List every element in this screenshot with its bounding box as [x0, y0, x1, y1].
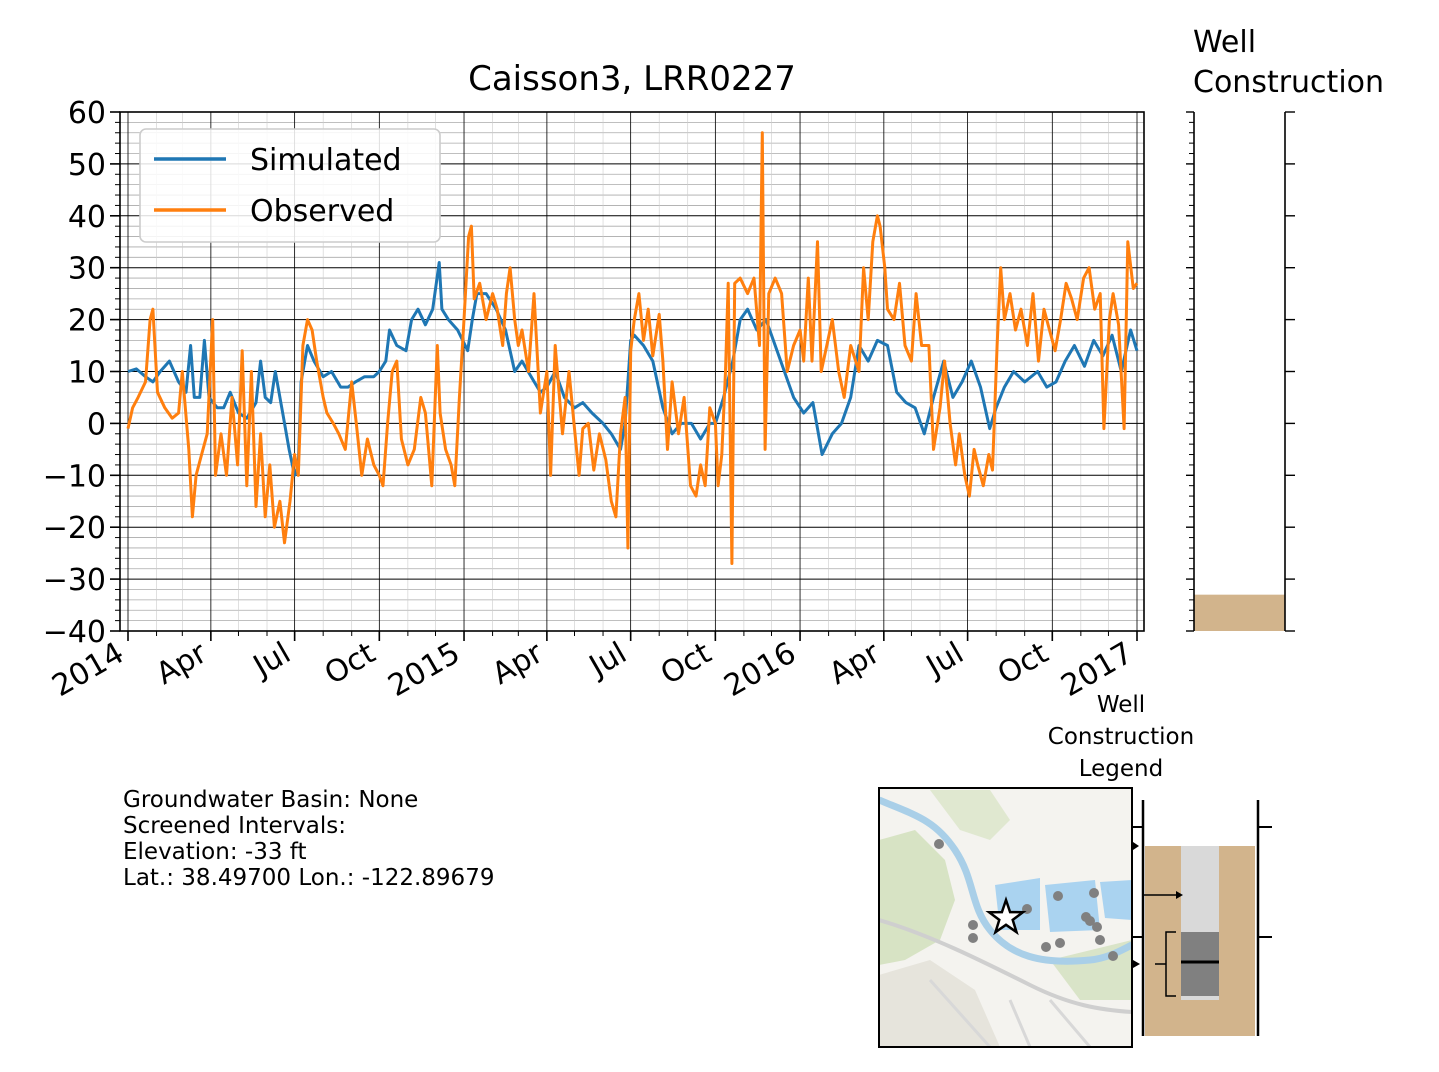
hydrograph-chart: Caisson3, LRR0227 60 50 40 30 20 10 0 −10 −20 −30… [43, 59, 1145, 704]
x-tick-label: Jul [919, 636, 970, 685]
well-legend-title-line3: Legend [1079, 756, 1164, 782]
map-frame [878, 787, 1133, 1048]
lat-lon-text: Lat.: 38.49700 Lon.: -122.89679 [123, 865, 495, 891]
y-tick-label: 40 [68, 200, 106, 235]
y-tick-label: 50 [68, 148, 106, 183]
y-tick-label: 0 [87, 407, 106, 442]
map-pond-3 [1100, 880, 1132, 920]
legend-screen [1181, 932, 1219, 996]
legend-simulated-label: Simulated [250, 143, 402, 178]
map-vegetation-area [879, 830, 955, 965]
x-tick-label: Apr [486, 635, 549, 692]
well-legend-title-line2: Construction [1048, 724, 1194, 750]
well-legend-inset: Well Construction Legend [1048, 692, 1272, 1036]
x-tick-label: Jul [582, 636, 633, 685]
legend-left-arrow-2-icon [1133, 960, 1140, 968]
map-vegetation-area-2 [930, 790, 1010, 840]
gray-dot-icon [968, 933, 978, 943]
well-legend-title-line1: Well [1097, 692, 1145, 718]
gray-dot-icon [1041, 942, 1051, 952]
legend-casing-arrowhead-icon [1176, 891, 1183, 899]
y-tick-label: 10 [68, 356, 106, 391]
y-tick-label: −30 [43, 563, 106, 598]
map-road [879, 918, 1132, 1014]
chart-title: Caisson3, LRR0227 [468, 59, 796, 99]
series-layer [126, 131, 1139, 565]
x-tick-label: Oct [992, 636, 1055, 692]
legend-observed-label: Observed [250, 194, 394, 229]
map-river [879, 796, 1132, 965]
location-map [878, 787, 1133, 1048]
x-tick-label: Oct [655, 636, 718, 692]
gray-dot-icon [934, 839, 944, 849]
y-tick-label: −20 [43, 511, 106, 546]
series-line-simulated [127, 261, 1139, 477]
gray-dot-icon [1089, 888, 1099, 898]
gray-dot-icon [1053, 891, 1063, 901]
gray-dot-icon [1055, 938, 1065, 948]
groundwater-basin-text: Groundwater Basin: None [123, 787, 419, 813]
x-tick-label: Oct [319, 636, 382, 692]
x-tick-label: Apr [823, 635, 886, 692]
map-wells [934, 839, 1118, 961]
x-axis: 2014 Apr Jul Oct 2015 Apr Jul Oct 2016 Apr Jul Oct 2… [46, 631, 1139, 704]
x-tick-label: 2016 [718, 636, 802, 704]
gray-dot-icon [1092, 922, 1102, 932]
series-line-observed [126, 131, 1139, 565]
screened-intervals-text: Screened Intervals: [123, 813, 346, 839]
x-tick-label: 2015 [382, 636, 466, 704]
map-road-2 [928, 978, 1092, 1047]
y-tick-label: −10 [43, 459, 106, 494]
well-panel-ticks [1186, 111, 1295, 632]
x-tick-label: Jul [246, 636, 297, 685]
legend-screen-bracket-icon [1155, 931, 1176, 997]
well-construction-panel: Well Construction [1186, 25, 1384, 632]
gray-dot-icon [1095, 935, 1105, 945]
x-tick-label: Apr [150, 635, 213, 692]
legend: Simulated Observed [139, 128, 441, 243]
gray-dot-icon [968, 920, 978, 930]
well-info-panel: Groundwater Basin: None Screened Interva… [123, 787, 494, 891]
y-axis: 60 50 40 30 20 10 0 −10 −20 −30 −40 [43, 96, 120, 650]
y-tick-label: 20 [68, 304, 106, 339]
gray-dot-icon [1108, 951, 1118, 961]
well-construction-fill [1194, 594, 1285, 631]
elevation-text: Elevation: -33 ft [123, 839, 307, 865]
legend-left-arrow-1-icon [1133, 842, 1139, 850]
y-tick-label: 30 [68, 252, 106, 287]
y-tick-label: −40 [43, 615, 106, 650]
well-construction-title-line2: Construction [1193, 65, 1384, 100]
well-construction-title-line1: Well [1193, 25, 1256, 60]
y-tick-label: 60 [68, 96, 106, 131]
star-marker-icon [985, 896, 1027, 936]
gray-dot-icon [1085, 916, 1095, 926]
